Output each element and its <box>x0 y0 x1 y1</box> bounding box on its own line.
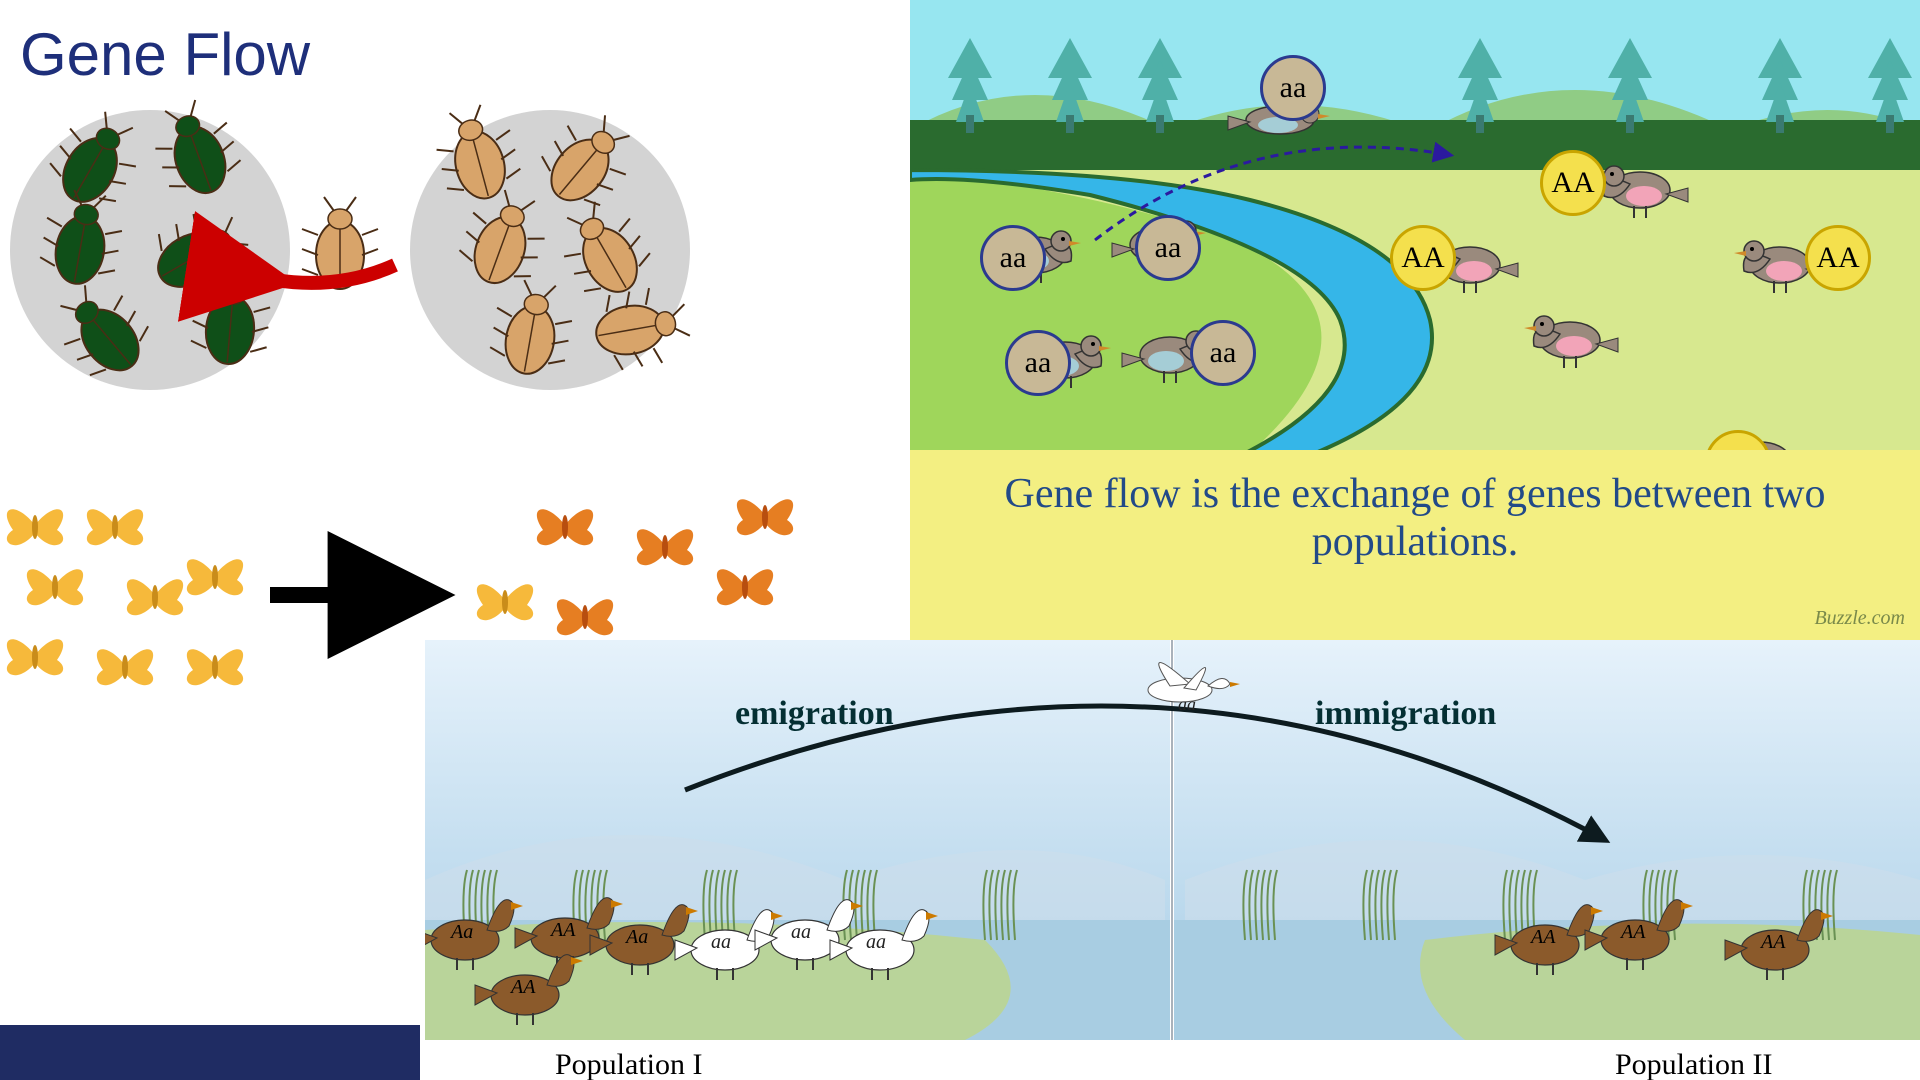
genotype-bubble: aa <box>1005 330 1071 396</box>
footer-bar <box>0 1025 420 1080</box>
genotype-bubble: aa <box>1135 215 1201 281</box>
svg-text:aa: aa <box>1178 694 1196 714</box>
population1-label: Population I <box>555 1048 703 1080</box>
svg-text:Aa: Aa <box>624 926 648 948</box>
attribution-text: Buzzle.com <box>1814 607 1905 630</box>
geese-panel: aa Aa AA Aa AA aa aa aa AA AA AA emigration immigr… <box>425 640 1920 1080</box>
svg-text:aa: aa <box>791 921 811 943</box>
genotype-bubble: AA <box>1390 225 1456 291</box>
genotype-bubble: aa <box>1190 320 1256 386</box>
panel3-caption: Gene flow is the exchange of genes betwe… <box>910 450 1920 640</box>
butterfly-diagram <box>0 0 820 750</box>
genotype-bubble: AA <box>1805 225 1871 291</box>
emigration-label: emigration <box>735 695 894 733</box>
svg-text:aa: aa <box>866 931 886 953</box>
svg-text:AA: AA <box>1619 921 1646 943</box>
genotype-bubble: aa <box>1260 55 1326 121</box>
slide-stage: Gene Flow aaaaaaaaaaAAAAAAAA Gene flow i… <box>0 0 1920 1080</box>
svg-text:Aa: Aa <box>449 921 473 943</box>
caption-text: Gene flow is the exchange of genes betwe… <box>1004 471 1825 565</box>
genotype-bubble: AA <box>1540 150 1606 216</box>
genotype-bubble: aa <box>980 225 1046 291</box>
svg-text:AA: AA <box>1759 931 1786 953</box>
svg-text:AA: AA <box>549 919 576 941</box>
bird-landscape-panel: aaaaaaaaaaAAAAAAAA Gene flow is the exch… <box>910 0 1920 640</box>
svg-text:AA: AA <box>1529 926 1556 948</box>
geese-svg: aa Aa AA Aa AA aa aa aa AA AA AA <box>425 640 1920 1080</box>
population2-label: Population II <box>1615 1048 1773 1080</box>
immigration-label: immigration <box>1315 695 1496 733</box>
svg-text:aa: aa <box>711 931 731 953</box>
svg-text:AA: AA <box>509 976 536 998</box>
